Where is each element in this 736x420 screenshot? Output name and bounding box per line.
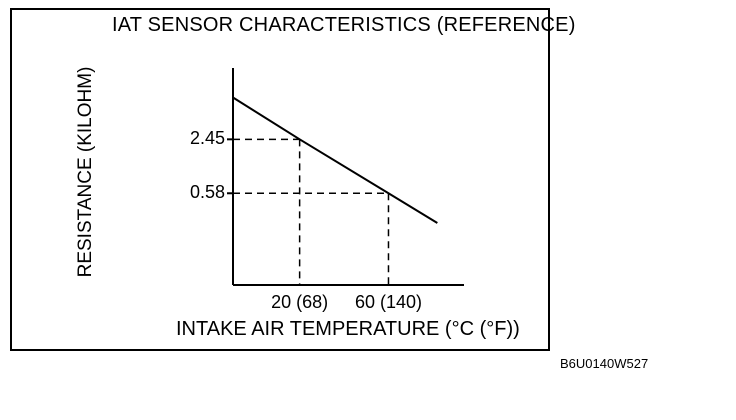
y-tick-label-0: 2.45: [189, 128, 225, 149]
figure-frame: [10, 8, 550, 351]
x-tick-label-1: 60 (140): [354, 292, 422, 312]
x-tick-label-0: 20 (68): [271, 292, 329, 312]
x-axis-label: INTAKE AIR TEMPERATURE (°C (°F)): [176, 318, 520, 340]
y-tick-label-1: 0.58: [189, 182, 225, 203]
chart-title: IAT SENSOR CHARACTERISTICS (REFERENCE): [112, 14, 576, 36]
series-line-0: [232, 96, 438, 224]
figure-code: B6U0140W527: [560, 356, 649, 371]
